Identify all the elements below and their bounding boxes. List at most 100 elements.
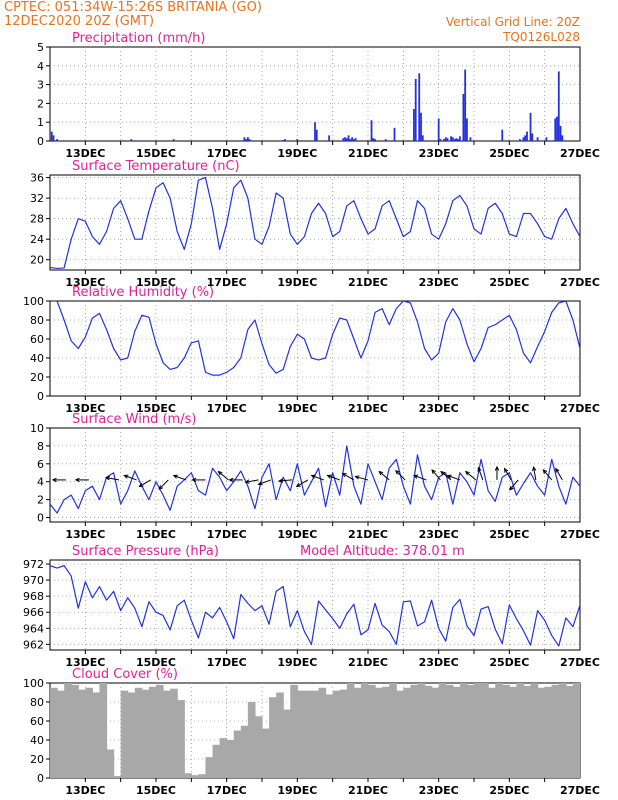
series-line — [50, 445, 580, 514]
precip-bar — [462, 94, 465, 141]
x-tick-label: 21DEC — [348, 147, 388, 160]
cloud-cover-bar — [474, 683, 482, 778]
wind-arrow — [326, 474, 340, 481]
wind-arrow-head — [477, 466, 482, 472]
x-tick-label: 17DEC — [207, 784, 247, 797]
wind-arrow — [244, 479, 259, 484]
x-tick-label: 25DEC — [489, 402, 529, 415]
y-tick-label: 0 — [37, 512, 44, 525]
wind-arrow-head — [431, 469, 436, 474]
x-tick-label: 21DEC — [348, 784, 388, 797]
header-code: TQ0126L028 — [502, 30, 580, 44]
wind-arrow-head — [191, 477, 197, 483]
precip-bar — [446, 138, 449, 141]
x-tick-label: 19DEC — [277, 656, 317, 669]
cloud-cover-bar — [346, 683, 355, 778]
x-tick-label: 17DEC — [207, 147, 247, 160]
wind-arrow-shaft — [413, 475, 427, 481]
precip-bar — [444, 137, 447, 141]
precip-bar — [557, 71, 560, 141]
cloud-cover-bar — [325, 694, 334, 778]
precip-bar — [464, 69, 467, 141]
precip-bar — [56, 139, 58, 141]
y-tick-label: 962 — [23, 638, 44, 651]
cloud-cover-bar — [198, 774, 207, 778]
x-tick-label: 23DEC — [419, 402, 459, 415]
precip-bar — [344, 137, 346, 141]
cloud-cover-bar — [318, 687, 327, 778]
precip-bar — [545, 137, 548, 141]
wind-arrow-shaft — [431, 469, 441, 481]
x-tick-label: 15DEC — [136, 147, 176, 160]
wind-arrow-shaft — [124, 475, 137, 481]
panel-4: 0 2 4 6 8 10 13DEC 15DEC 17DEC 19DEC 21DEC 23DEC 25D… — [30, 412, 600, 541]
header-run-date: 12DEC2020 20Z (GMT) — [4, 14, 154, 29]
x-tick-label: 15DEC — [136, 528, 176, 541]
cloud-cover-bar — [269, 697, 277, 778]
plot-area — [50, 565, 580, 647]
precip-bar — [52, 135, 55, 141]
wind-arrow-head — [446, 474, 452, 479]
precip-bar — [531, 133, 534, 141]
cloud-cover-bar — [438, 683, 447, 778]
y-tick-label: 6 — [37, 458, 44, 471]
plot-area — [50, 69, 564, 141]
cloud-cover-bar — [113, 776, 122, 778]
panel-title: Precipitation (mm/h) — [72, 31, 205, 46]
x-tick-label: 21DEC — [348, 276, 388, 289]
cloud-cover-bar — [283, 709, 291, 778]
y-tick-label: 20 — [30, 753, 44, 766]
x-tick-label: 13DEC — [65, 402, 105, 415]
wind-arrow-head — [326, 474, 332, 479]
y-tick-label: 10 — [30, 422, 44, 435]
wind-arrow-head — [51, 477, 57, 483]
wind-arrow-head — [413, 474, 419, 479]
plot-area — [50, 301, 580, 376]
cloud-cover-bar — [375, 687, 383, 778]
precip-bar — [536, 137, 539, 141]
precip-bar — [458, 136, 461, 141]
cloud-cover-bar — [558, 683, 567, 778]
cloud-cover-bar — [353, 687, 362, 778]
precip-bar — [352, 139, 355, 141]
wind-arrow-head — [257, 481, 263, 486]
x-tick-label: 13DEC — [65, 276, 105, 289]
wind-arrow-head — [341, 472, 347, 478]
precip-bar — [524, 135, 527, 141]
cloud-cover-bar — [410, 684, 419, 778]
x-tick-label: 25DEC — [489, 656, 529, 669]
cloud-cover-bar — [332, 690, 341, 778]
x-tick-label: 15DEC — [136, 656, 176, 669]
x-tick-label: 19DEC — [277, 784, 317, 797]
x-tick-label: 23DEC — [419, 147, 459, 160]
y-tick-label: 20 — [30, 371, 44, 384]
wind-arrow-head — [440, 470, 446, 476]
wind-arrow — [51, 477, 66, 483]
wind-arrow-head — [494, 465, 500, 471]
wind-arrow-shaft — [296, 479, 309, 487]
x-tick-label: 17DEC — [207, 528, 247, 541]
y-tick-label: 3 — [37, 79, 44, 92]
header-grid-note: Vertical Grid Line: 20Z — [446, 15, 580, 29]
wind-arrow-shaft — [555, 468, 563, 481]
plot-frame — [49, 427, 581, 523]
wind-arrow-head — [74, 477, 80, 483]
precip-bar — [526, 131, 528, 141]
wind-arrow-shaft — [509, 479, 519, 491]
y-tick-label: 40 — [30, 734, 44, 747]
wind-arrow — [509, 479, 519, 491]
cloud-cover-bar — [417, 683, 426, 778]
wind-arrow — [532, 465, 537, 481]
y-tick-label: 20 — [30, 254, 44, 267]
series-line — [50, 301, 580, 376]
x-tick-label: 15DEC — [136, 402, 176, 415]
cloud-cover-bar — [177, 700, 185, 778]
cloud-cover-bar — [191, 775, 199, 778]
x-tick-label: 27DEC — [560, 147, 600, 160]
cloud-cover-bar — [290, 684, 298, 778]
precip-bar — [451, 137, 454, 141]
wind-arrow-shaft — [447, 475, 461, 481]
wind-arrow — [74, 477, 89, 483]
x-tick-label: 19DEC — [277, 528, 317, 541]
wind-arrow — [464, 470, 477, 481]
